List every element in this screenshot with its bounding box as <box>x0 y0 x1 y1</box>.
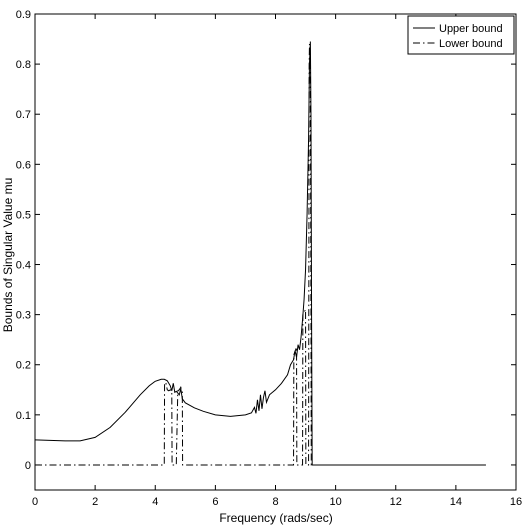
x-tick-label: 2 <box>92 496 98 508</box>
y-tick-label: 0.8 <box>16 59 31 71</box>
x-tick-label: 16 <box>510 496 522 508</box>
x-tick-label: 6 <box>212 496 218 508</box>
y-tick-label: 0.6 <box>16 159 31 171</box>
y-tick-label: 0.1 <box>16 410 31 422</box>
y-axis-label: Bounds of Singular Value mu <box>1 178 15 333</box>
x-tick-label: 0 <box>32 496 38 508</box>
plot-area: 0 2 4 6 8 10 12 14 16 0 0.1 0.2 0.3 0.4 0.5 0.6 0.7 0.8 0.… <box>16 9 522 508</box>
x-tick-label: 12 <box>390 496 402 508</box>
y-tick-label: 0.2 <box>16 360 31 372</box>
legend-box <box>407 15 515 55</box>
x-tick-label: 4 <box>152 496 158 508</box>
legend-label: Lower bound <box>439 38 503 50</box>
plot-frame <box>34 13 517 491</box>
y-tick-label: 0.3 <box>16 310 31 322</box>
series-line-upper-bound <box>34 41 486 466</box>
y-tick-label: 0.7 <box>16 109 31 121</box>
y-tick-label: 0.9 <box>16 9 31 21</box>
y-tick-label: 0.5 <box>16 209 31 221</box>
y-tick-label: 0.4 <box>16 260 31 272</box>
x-axis-label: Frequency (rads/sec) <box>219 511 332 525</box>
x-tick-label: 8 <box>272 496 278 508</box>
y-tick-label: 0 <box>25 460 31 472</box>
x-tick-label: 10 <box>330 496 342 508</box>
x-tick-label: 14 <box>450 496 462 508</box>
series-line-lower-bound <box>35 44 486 466</box>
legend: Upper bound Lower bound <box>407 15 515 55</box>
legend-label: Upper bound <box>439 23 503 35</box>
